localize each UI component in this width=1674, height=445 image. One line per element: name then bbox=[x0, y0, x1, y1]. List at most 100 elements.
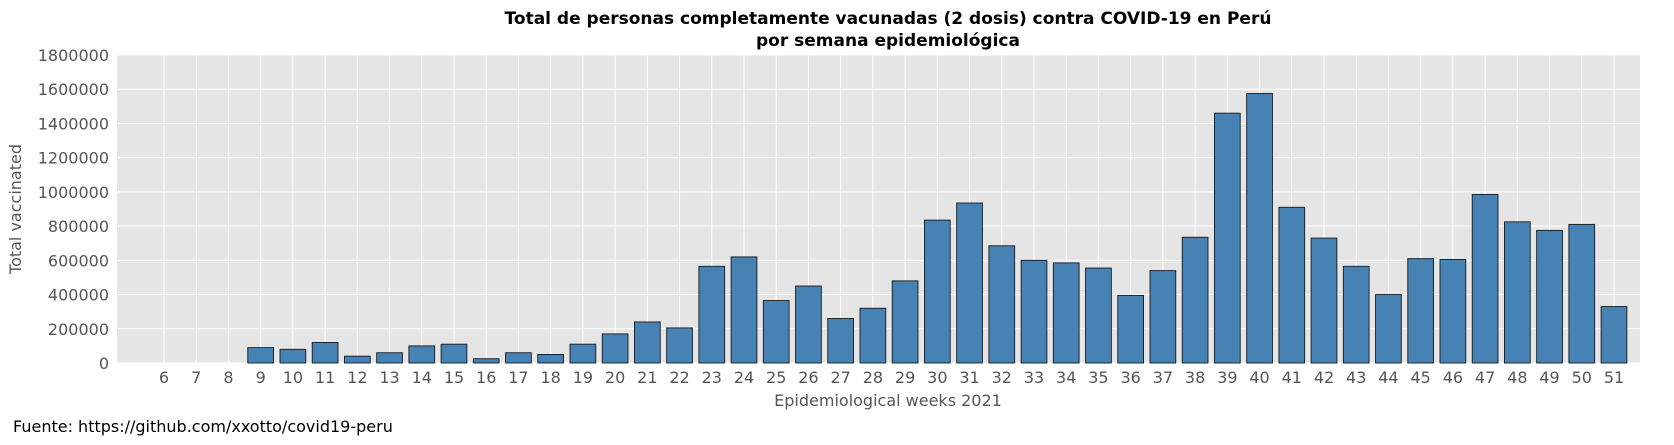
bar-week-43 bbox=[1342, 265, 1370, 364]
bar-week-12 bbox=[343, 355, 371, 364]
x-tick-label: 32 bbox=[992, 368, 1012, 387]
x-tick-label: 48 bbox=[1507, 368, 1527, 387]
bar-week-28 bbox=[859, 307, 887, 364]
chart-subtitle: por semana epidemiológica bbox=[756, 31, 1020, 51]
bar-week-48 bbox=[1503, 221, 1531, 364]
x-tick-labels: 6 7 8 9 10 11 12 13 14 15 16 17 18 19 20 21 22 23 24 25 26 27… bbox=[159, 368, 1624, 387]
x-tick-label: 40 bbox=[1249, 368, 1269, 387]
x-tick-label: 36 bbox=[1120, 368, 1140, 387]
bar-week-26 bbox=[795, 285, 822, 364]
x-tick-label: 14 bbox=[412, 368, 432, 387]
x-tick-label: 43 bbox=[1346, 368, 1366, 387]
x-tick-label: 51 bbox=[1604, 368, 1624, 387]
x-tick-label: 24 bbox=[734, 368, 754, 387]
bar-week-45 bbox=[1407, 258, 1435, 364]
x-tick-label: 38 bbox=[1185, 368, 1205, 387]
bar-week-21 bbox=[633, 321, 661, 364]
bar-week-34 bbox=[1052, 262, 1080, 364]
y-tick-label: 600000 bbox=[48, 251, 109, 270]
x-tick-label: 29 bbox=[895, 368, 915, 387]
bar-week-24 bbox=[730, 256, 758, 364]
x-tick-label: 22 bbox=[669, 368, 689, 387]
bar-week-18 bbox=[537, 353, 565, 364]
y-tick-label: 200000 bbox=[48, 320, 109, 339]
bar-week-10 bbox=[279, 348, 307, 364]
x-tick-label: 25 bbox=[766, 368, 786, 387]
x-tick-label: 8 bbox=[223, 368, 233, 387]
x-tick-label: 18 bbox=[540, 368, 560, 387]
bar-week-46 bbox=[1439, 259, 1467, 364]
bar-week-49 bbox=[1536, 229, 1563, 364]
y-tick-labels: 0 200000 400000 600000 800000 1000000 1200000 1… bbox=[38, 46, 109, 373]
bar-week-51 bbox=[1600, 306, 1628, 364]
bar-week-27 bbox=[827, 318, 855, 364]
x-tick-label: 31 bbox=[959, 368, 979, 387]
x-tick-label: 16 bbox=[476, 368, 496, 387]
y-axis-label: Total vaccinated bbox=[6, 144, 25, 275]
bar-week-9 bbox=[247, 347, 275, 364]
x-tick-label: 33 bbox=[1024, 368, 1044, 387]
bar-chart: 0 200000 400000 600000 800000 1000000 1200000 1… bbox=[6, 9, 1640, 410]
x-tick-label: 37 bbox=[1153, 368, 1173, 387]
x-tick-label: 7 bbox=[191, 368, 201, 387]
bars bbox=[247, 93, 1628, 364]
source-note: Fuente: https://github.com/xxotto/covid1… bbox=[13, 417, 393, 436]
bar-week-11 bbox=[311, 342, 339, 364]
chart-title: Total de personas completamente vacunada… bbox=[505, 9, 1272, 29]
x-tick-label: 41 bbox=[1282, 368, 1302, 387]
x-tick-label: 13 bbox=[379, 368, 399, 387]
x-tick-label: 30 bbox=[927, 368, 947, 387]
x-tick-label: 27 bbox=[830, 368, 850, 387]
x-tick-label: 42 bbox=[1314, 368, 1334, 387]
x-tick-label: 19 bbox=[573, 368, 593, 387]
x-tick-label: 46 bbox=[1443, 368, 1463, 387]
y-tick-label: 1800000 bbox=[38, 46, 109, 65]
bar-week-23 bbox=[698, 265, 726, 364]
bar-week-33 bbox=[1020, 259, 1048, 364]
bar-week-38 bbox=[1181, 236, 1209, 364]
x-tick-label: 23 bbox=[702, 368, 722, 387]
bar-week-17 bbox=[505, 352, 532, 364]
bar-week-42 bbox=[1310, 237, 1338, 364]
bar-week-29 bbox=[891, 280, 919, 364]
bar-week-14 bbox=[408, 345, 436, 364]
bar-week-31 bbox=[956, 202, 983, 364]
bar-week-22 bbox=[666, 327, 693, 364]
x-tick-label: 17 bbox=[508, 368, 528, 387]
y-tick-label: 1200000 bbox=[38, 149, 109, 168]
x-tick-label: 49 bbox=[1539, 368, 1559, 387]
y-tick-label: 1400000 bbox=[38, 114, 109, 133]
bar-week-20 bbox=[601, 333, 629, 364]
bar-week-25 bbox=[762, 300, 790, 364]
x-axis-label: Epidemiological weeks 2021 bbox=[774, 391, 1002, 410]
bar-week-50 bbox=[1568, 223, 1596, 364]
y-tick-label: 800000 bbox=[48, 217, 109, 236]
bar-week-32 bbox=[988, 245, 1016, 364]
x-tick-label: 50 bbox=[1572, 368, 1592, 387]
x-tick-label: 20 bbox=[605, 368, 625, 387]
bar-week-44 bbox=[1375, 294, 1402, 364]
x-tick-label: 28 bbox=[863, 368, 883, 387]
bar-week-30 bbox=[923, 219, 951, 364]
x-tick-label: 26 bbox=[798, 368, 818, 387]
x-tick-label: 21 bbox=[637, 368, 657, 387]
x-tick-label: 6 bbox=[159, 368, 169, 387]
x-tick-label: 9 bbox=[256, 368, 266, 387]
y-tick-label: 400000 bbox=[48, 286, 109, 305]
bar-week-41 bbox=[1278, 206, 1306, 364]
x-tick-label: 39 bbox=[1217, 368, 1237, 387]
bar-week-13 bbox=[376, 352, 403, 364]
bar-week-35 bbox=[1085, 267, 1112, 364]
x-tick-label: 45 bbox=[1410, 368, 1430, 387]
bar-week-16 bbox=[472, 358, 500, 364]
x-tick-label: 44 bbox=[1378, 368, 1398, 387]
bar-week-36 bbox=[1117, 294, 1145, 364]
x-tick-label: 10 bbox=[283, 368, 303, 387]
x-tick-label: 47 bbox=[1475, 368, 1495, 387]
bar-week-47 bbox=[1471, 194, 1499, 364]
y-tick-label: 1600000 bbox=[38, 80, 109, 99]
x-tick-label: 35 bbox=[1088, 368, 1108, 387]
bar-week-15 bbox=[440, 343, 468, 364]
x-tick-label: 12 bbox=[347, 368, 367, 387]
x-tick-label: 34 bbox=[1056, 368, 1076, 387]
